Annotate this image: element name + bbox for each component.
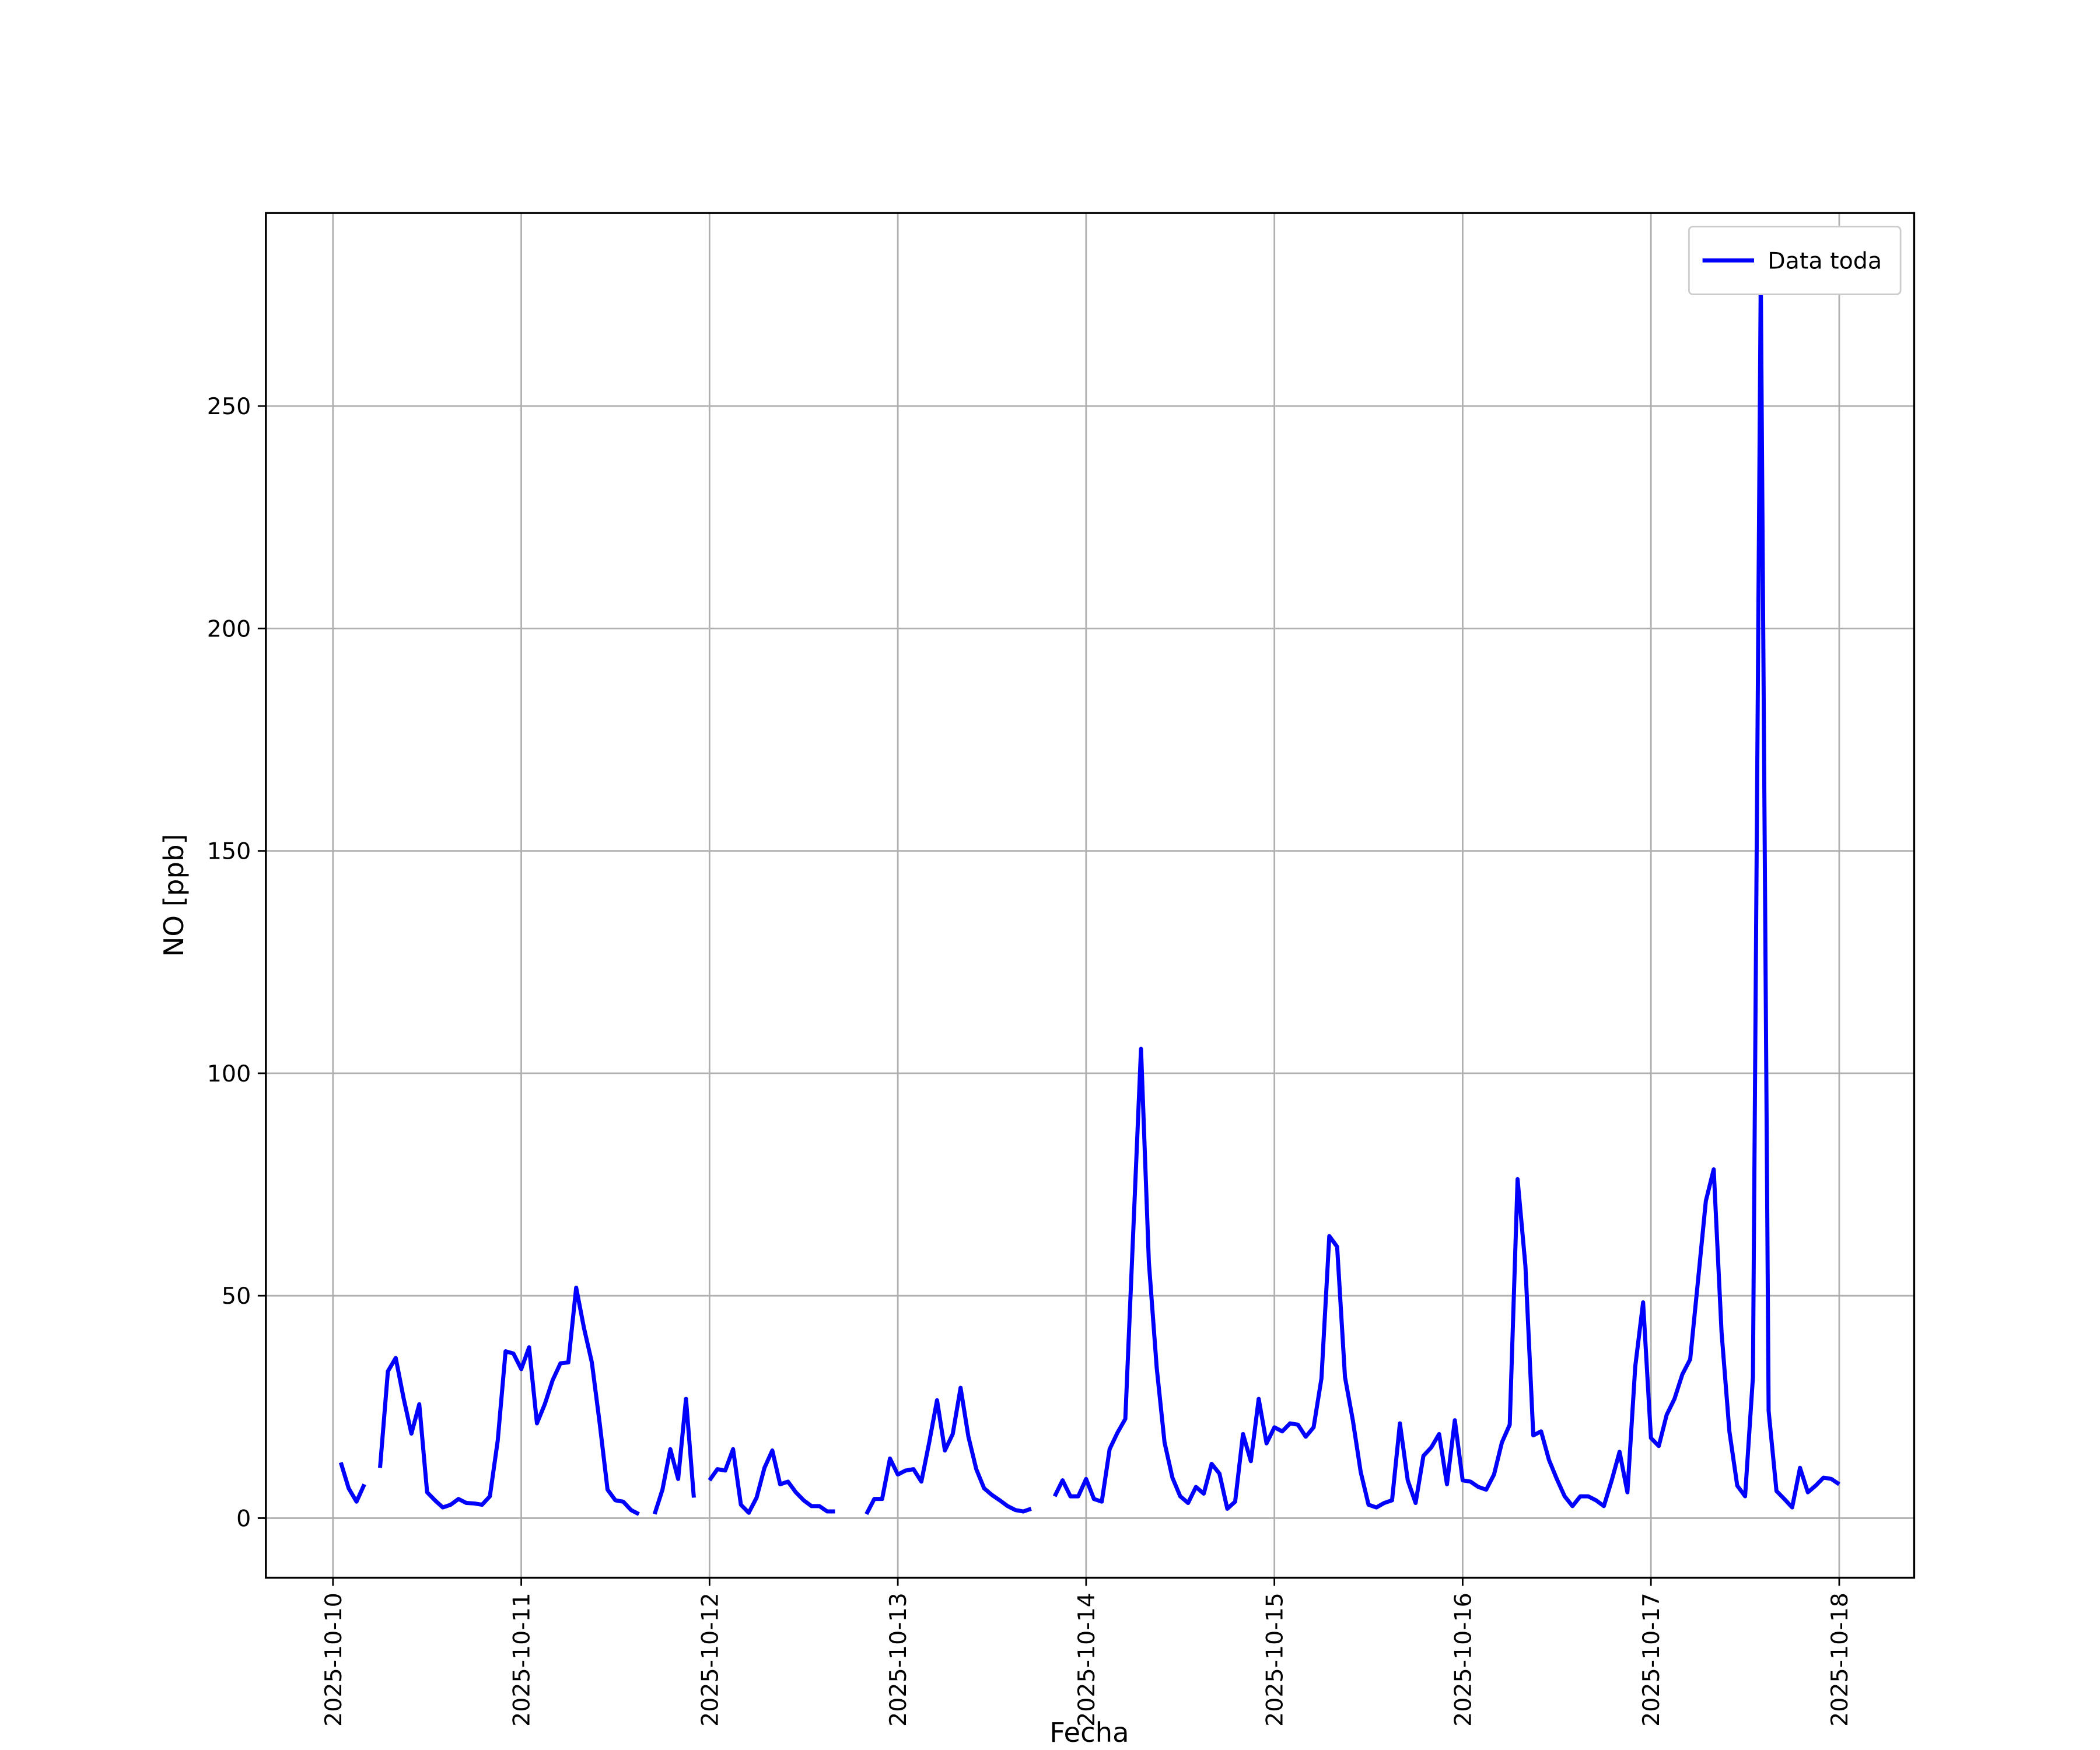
x-tick-label: 2025-10-17: [1638, 1592, 1665, 1727]
x-tick-label: 2025-10-11: [509, 1592, 536, 1727]
x-tick-label: 2025-10-15: [1262, 1592, 1289, 1727]
y-tick-label: 50: [222, 1283, 251, 1310]
y-tick-label: 200: [207, 615, 251, 642]
y-axis-label: NO [ppb]: [158, 834, 190, 957]
axes-frame: [265, 212, 1916, 1579]
legend: Data toda: [1688, 225, 1902, 296]
x-tick-label: 2025-10-14: [1073, 1592, 1100, 1727]
y-tick-label: 100: [207, 1060, 251, 1087]
y-tick-label: 250: [207, 393, 251, 420]
data-line: [338, 274, 1840, 1516]
x-tick-label: 2025-10-16: [1450, 1592, 1476, 1727]
x-tick-label: 2025-10-10: [320, 1592, 347, 1727]
legend-label: Data toda: [1768, 247, 1882, 274]
legend-box: [1688, 225, 1902, 296]
x-axis-label: Fecha: [1049, 1717, 1129, 1748]
x-tick-label: 2025-10-18: [1826, 1592, 1853, 1727]
x-tick-label: 2025-10-12: [696, 1592, 723, 1727]
y-tick-label: 0: [236, 1505, 251, 1532]
y-tick-label: 150: [207, 838, 251, 865]
x-tick-label: 2025-10-13: [885, 1592, 912, 1727]
